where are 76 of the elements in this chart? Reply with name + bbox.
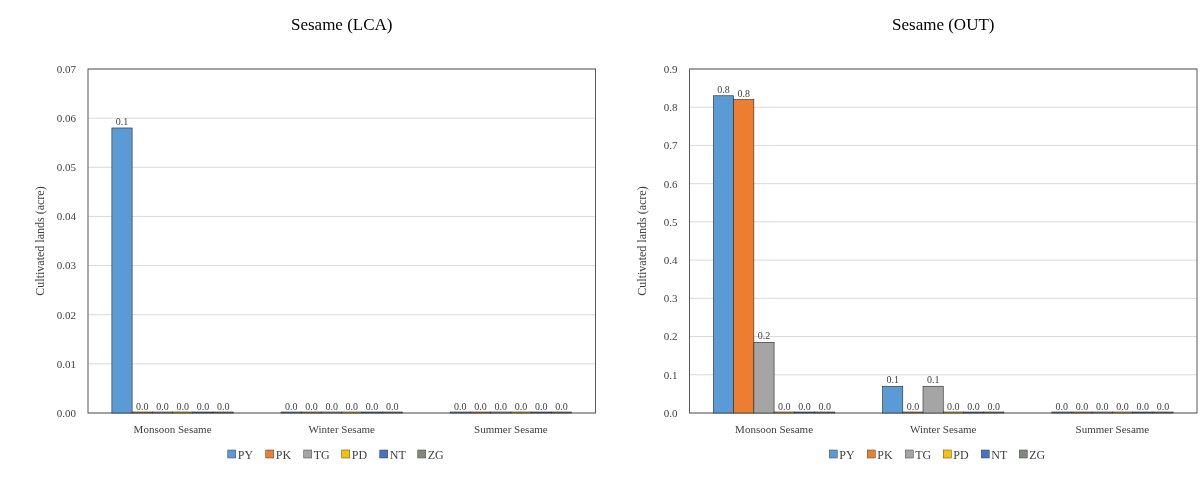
data-label: 0.0 (386, 401, 399, 412)
y-tick-label: 0.02 (56, 308, 76, 321)
y-tick-label: 0.07 (56, 62, 77, 75)
y-tick-label: 0.03 (56, 259, 77, 272)
data-label: 0.0 (514, 401, 528, 412)
x-tick-label: Monsoon Sesame (735, 423, 814, 435)
data-label: 0.0 (284, 401, 298, 412)
y-tick-label: 0.06 (56, 111, 77, 124)
data-label: 0.1 (115, 115, 129, 127)
data-label: 0.0 (1156, 401, 1170, 412)
legend-label: PD (351, 448, 368, 463)
legend-label: PY (237, 448, 254, 463)
y-tick-label: 0.01 (56, 357, 76, 370)
legend-label: PK (275, 448, 292, 463)
data-label: 0.0 (798, 401, 811, 412)
y-tick-label: 0.9 (663, 62, 678, 75)
y-tick-label: 0.3 (663, 292, 678, 305)
y-axis-title: Cultivated lands (acre) (33, 186, 47, 296)
data-label: 0.0 (987, 401, 1001, 412)
data-label: 0.0 (474, 401, 487, 412)
data-label: 0.8 (737, 87, 750, 99)
data-label: 0.0 (365, 401, 379, 412)
data-label: 0.8 (717, 83, 730, 95)
data-label: 0.0 (345, 401, 359, 412)
data-label: 0.0 (454, 401, 467, 412)
legend-label: NT (389, 448, 407, 463)
data-label: 0.0 (196, 401, 210, 412)
data-label: 0.0 (555, 401, 568, 412)
legend-label: TG (313, 448, 331, 463)
data-label: 0.0 (818, 401, 831, 412)
data-label: 0.0 (135, 401, 149, 412)
data-label: 0.0 (906, 401, 920, 412)
legend-label: PY (839, 448, 855, 463)
data-label: 0.1 (926, 374, 940, 386)
data-label: 0.0 (1096, 401, 1109, 412)
data-label: 0.0 (967, 401, 980, 412)
y-axis-title: Cultivated lands (acre) (634, 186, 649, 296)
data-label: 0.0 (216, 401, 230, 412)
x-tick-label: Winter Sesame (308, 423, 376, 435)
data-label: 0.0 (1136, 401, 1150, 412)
y-tick-label: 0.4 (663, 253, 678, 266)
y-tick-label: 0.05 (56, 161, 77, 174)
legend-label: TG (915, 448, 932, 463)
y-tick-label: 0.0 (663, 406, 678, 419)
legend-label: ZG (1029, 448, 1046, 463)
x-tick-label: Summer Sesame (1075, 423, 1150, 435)
data-label: 0.0 (305, 401, 318, 412)
y-tick-label: 0.04 (56, 210, 77, 223)
legend-label: PK (877, 448, 893, 463)
legend-label: NT (991, 448, 1008, 463)
data-label: 0.0 (325, 401, 338, 412)
legend-label: PD (953, 448, 969, 463)
y-tick-label: 0.6 (663, 177, 678, 190)
y-tick-label: 0.8 (663, 101, 678, 114)
x-tick-label: Monsoon Sesame (133, 423, 212, 435)
chart-title: Sesame (OUT) (892, 15, 995, 34)
y-tick-label: 0.00 (56, 406, 77, 419)
data-label: 0.0 (1055, 401, 1069, 412)
y-tick-label: 0.2 (663, 330, 678, 343)
chart-title: Sesame (LCA) (290, 15, 393, 34)
data-label: 0.0 (1116, 401, 1129, 412)
x-tick-label: Winter Sesame (910, 423, 977, 435)
y-tick-label: 0.7 (663, 139, 678, 152)
data-label: 0.0 (494, 401, 508, 412)
data-label: 0.0 (947, 401, 960, 412)
x-tick-label: Summer Sesame (474, 423, 548, 435)
legend-label: ZG (427, 448, 445, 463)
data-label: 0.2 (757, 330, 771, 342)
data-label: 0.0 (1075, 401, 1089, 412)
y-tick-label: 0.1 (663, 368, 678, 381)
data-label: 0.0 (176, 401, 189, 412)
data-label: 0.0 (535, 401, 548, 412)
data-label: 0.0 (777, 401, 791, 412)
data-label: 0.1 (886, 374, 899, 386)
y-tick-label: 0.5 (663, 215, 678, 228)
data-label: 0.0 (156, 401, 169, 412)
